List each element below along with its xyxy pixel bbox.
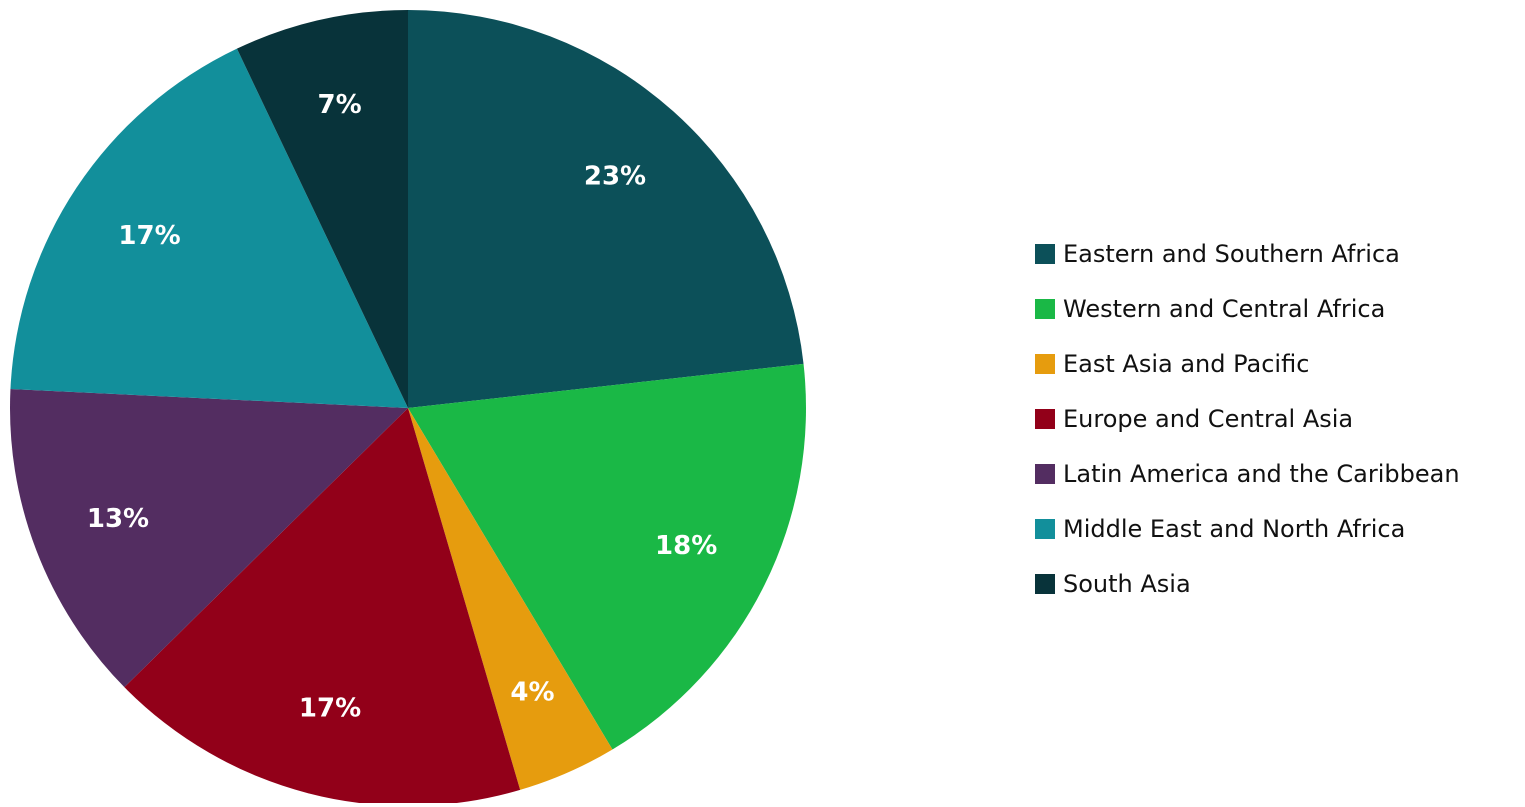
legend-swatch: [1035, 573, 1055, 594]
legend-label: Middle East and North Africa: [1063, 514, 1406, 543]
legend-item-east-asia-and-pacific: East Asia and Pacific: [1035, 336, 1460, 391]
slice-label-latin-america-and-the-caribbean: 13%: [87, 504, 149, 534]
legend-swatch: [1035, 518, 1055, 539]
legend-swatch: [1035, 463, 1055, 484]
legend-item-europe-and-central-asia: Europe and Central Asia: [1035, 391, 1460, 446]
slice-label-europe-and-central-asia: 17%: [299, 693, 361, 723]
legend-item-latin-america-and-the-caribbean: Latin America and the Caribbean: [1035, 446, 1460, 501]
pie-slice-europe-and-central-asia: [124, 408, 521, 806]
legend-item-south-asia: South Asia: [1035, 556, 1460, 611]
legend-label: Western and Central Africa: [1063, 294, 1386, 323]
legend-label: Europe and Central Asia: [1063, 404, 1354, 433]
pie-slice-south-asia: [236, 10, 408, 408]
legend: Eastern and Southern Africa Western and C…: [1035, 226, 1460, 611]
pie-slice-east-asia-and-pacific: [408, 408, 613, 790]
slice-label-western-and-central-africa: 18%: [655, 531, 717, 561]
pie-slice-middle-east-and-north-africa: [10, 48, 408, 408]
legend-item-eastern-and-southern-africa: Eastern and Southern Africa: [1035, 226, 1460, 281]
slice-label-middle-east-and-north-africa: 17%: [118, 221, 180, 251]
legend-item-western-and-central-africa: Western and Central Africa: [1035, 281, 1460, 336]
legend-item-middle-east-and-north-africa: Middle East and North Africa: [1035, 501, 1460, 556]
legend-label: Latin America and the Caribbean: [1063, 459, 1460, 488]
pie-svg: 23% 18% 4% 17% 13% 17% 7%: [9, 10, 806, 806]
slice-label-east-asia-and-pacific: 4%: [510, 677, 554, 707]
legend-label: South Asia: [1063, 569, 1191, 598]
legend-swatch: [1035, 298, 1055, 319]
legend-swatch: [1035, 408, 1055, 429]
pie-slice-eastern-and-southern-africa: [408, 10, 804, 408]
slice-label-eastern-and-southern-africa: 23%: [584, 162, 646, 192]
legend-label: Eastern and Southern Africa: [1063, 239, 1400, 268]
pie-slice-western-and-central-africa: [408, 363, 806, 750]
slice-label-south-asia: 7%: [318, 90, 362, 120]
legend-swatch: [1035, 243, 1055, 264]
legend-label: East Asia and Pacific: [1063, 349, 1310, 378]
pie-slice-latin-america-and-the-caribbean: [9, 389, 408, 688]
legend-swatch: [1035, 353, 1055, 374]
